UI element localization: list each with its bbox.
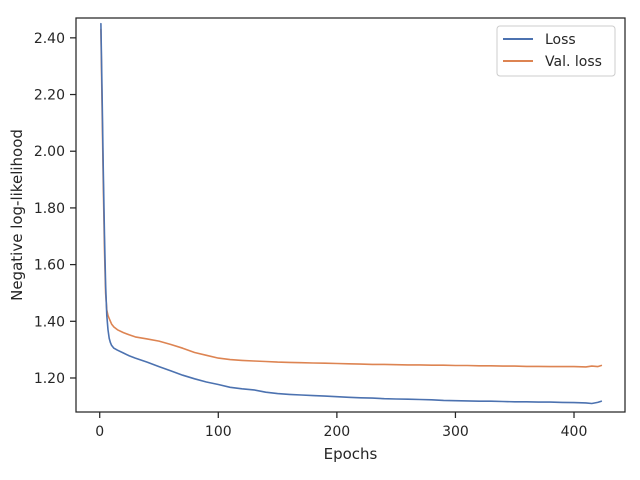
x-tick-label: 400	[561, 424, 588, 440]
x-tick-label: 0	[95, 424, 104, 440]
x-axis-label: Epochs	[324, 445, 378, 463]
plot-frame	[75, 17, 626, 413]
y-tick-label: 2.40	[34, 31, 65, 47]
legend-label: Loss	[545, 32, 576, 48]
series-line-loss	[100, 22, 603, 405]
y-axis-label: Negative log-likelihood	[8, 129, 26, 301]
legend-label: Val. loss	[545, 54, 602, 70]
x-tick-label: 200	[323, 424, 350, 440]
series-layer	[100, 22, 603, 405]
y-tick-label: 2.00	[34, 144, 65, 160]
series-line-val-loss	[100, 28, 603, 368]
y-tick-label: 1.60	[34, 258, 65, 274]
y-tick-label: 1.40	[34, 314, 65, 330]
ticks-layer: 0 100 200 300 400 1.20 1.40 1.60 1.80 2.00 2.20 2.4…	[34, 31, 588, 440]
legend: Loss Val. loss	[496, 25, 616, 77]
x-tick-label: 300	[442, 424, 469, 440]
y-tick-label: 1.80	[34, 201, 65, 217]
y-tick-label: 1.20	[34, 371, 65, 387]
y-tick-label: 2.20	[34, 88, 65, 104]
x-tick-label: 100	[205, 424, 232, 440]
